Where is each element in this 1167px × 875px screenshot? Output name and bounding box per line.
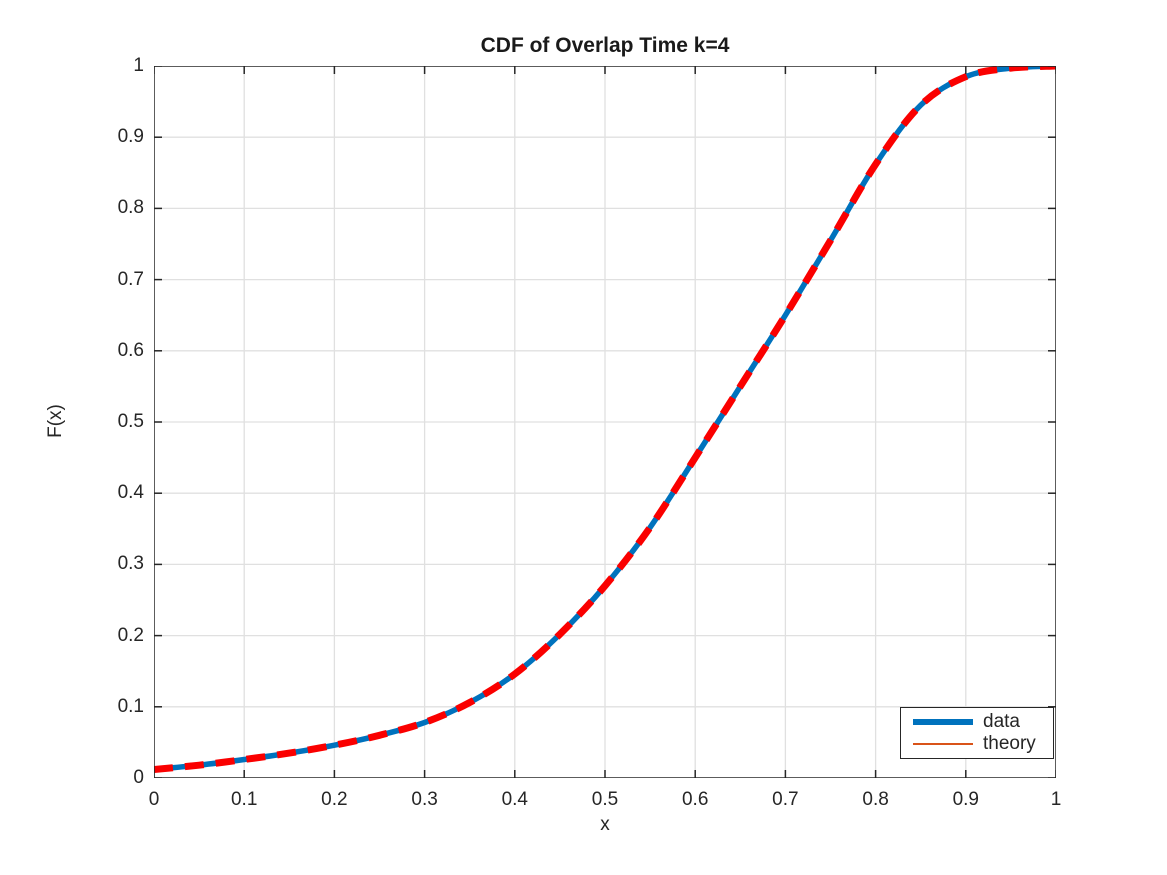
x-tick-label: 0.7 bbox=[772, 789, 799, 810]
legend-label-data: data bbox=[983, 711, 1020, 732]
x-tick-label: 0.1 bbox=[230, 789, 258, 810]
y-tick-label: 0.1 bbox=[117, 695, 144, 717]
y-tick-label: 0.2 bbox=[117, 624, 144, 646]
y-tick-label: 1 bbox=[133, 55, 144, 76]
legend-item-theory: theory bbox=[901, 733, 1053, 755]
x-tick-label: 0.8 bbox=[862, 789, 889, 810]
x-tick-label: 0.3 bbox=[411, 789, 438, 810]
x-tick-label: 0.2 bbox=[321, 789, 348, 810]
legend-line-sample-data bbox=[913, 719, 973, 725]
y-tick-label: 0.3 bbox=[117, 553, 144, 575]
x-tick-label: 0.6 bbox=[681, 789, 709, 810]
x-tick-label: 0.9 bbox=[952, 789, 979, 810]
legend-label-theory: theory bbox=[983, 733, 1036, 754]
legend: data theory bbox=[900, 707, 1054, 759]
x-tick-label: 0 bbox=[148, 789, 160, 810]
x-axis-label: x bbox=[600, 814, 610, 835]
x-tick-label: 1 bbox=[1050, 789, 1062, 810]
y-tick-label: 0.8 bbox=[117, 197, 144, 219]
y-tick-label: 0.5 bbox=[117, 411, 144, 432]
y-tick-label: 0.9 bbox=[117, 126, 144, 148]
y-tick-label: 0.7 bbox=[117, 268, 144, 290]
y-tick-label: 0 bbox=[133, 767, 144, 788]
y-axis-label: F(x) bbox=[45, 404, 66, 438]
y-tick-label: 0.4 bbox=[117, 482, 144, 504]
chart-title: CDF of Overlap Time k=4 bbox=[480, 34, 730, 57]
legend-line-sample-theory bbox=[913, 743, 973, 745]
x-tick-label: 0.4 bbox=[501, 789, 528, 810]
x-tick-label: 0.5 bbox=[591, 789, 619, 810]
legend-item-data: data bbox=[901, 711, 1053, 733]
plot-canvas bbox=[154, 66, 1056, 778]
y-tick-label: 0.6 bbox=[117, 339, 144, 361]
